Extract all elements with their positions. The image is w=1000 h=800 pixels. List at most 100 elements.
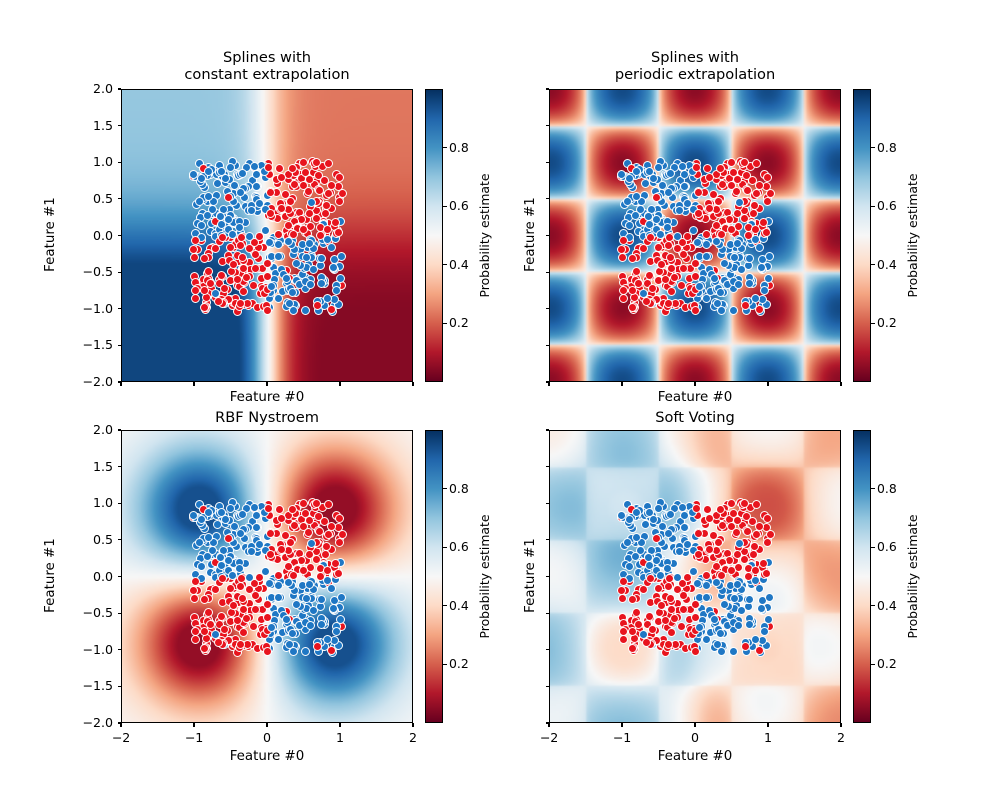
y-tick-label: −1.0	[82, 300, 113, 316]
scatter-point	[228, 230, 238, 240]
scatter-point	[288, 571, 298, 581]
scatter-point	[220, 283, 230, 293]
scatter-point	[314, 186, 324, 195]
colorbar	[425, 430, 443, 723]
y-tick-label: 1.0	[92, 154, 113, 170]
scatter-point	[309, 265, 319, 275]
scatter-point	[632, 192, 642, 202]
colorbar-gradient	[426, 90, 442, 381]
scatter-point	[701, 251, 711, 261]
scatter-point	[751, 294, 761, 304]
x-tickmark	[193, 382, 195, 386]
scatter-point	[285, 196, 295, 206]
scatter-point	[235, 223, 245, 233]
y-tick-label: −1.0	[82, 641, 113, 657]
scatter-point	[648, 174, 658, 184]
scatter-point	[302, 593, 312, 603]
scatter-point	[729, 168, 739, 178]
scatter-point	[632, 267, 642, 277]
scatter-point	[701, 581, 711, 591]
colorbar	[853, 89, 871, 382]
scatter-point	[733, 174, 743, 184]
y-tickmark	[545, 429, 549, 431]
scatter-point	[322, 225, 332, 235]
scatter-point	[202, 210, 212, 220]
y-tickmark	[545, 502, 549, 504]
colorbar-tick-label: 0.4	[877, 597, 897, 613]
scatter-point	[332, 286, 342, 296]
scatter-point	[665, 594, 675, 604]
colorbar-tick-label: 0.4	[449, 256, 469, 272]
scatter-point	[644, 507, 654, 517]
scatter-point	[715, 629, 725, 639]
scatter-point	[740, 301, 750, 311]
scatter-point	[336, 252, 346, 262]
x-tick-label: 2	[408, 730, 417, 745]
x-tick-label: −2	[111, 730, 131, 745]
y-tickmark	[545, 308, 549, 310]
scatter-point	[267, 622, 277, 632]
scatter-point	[719, 259, 729, 269]
colorbar-label: Probability estimate	[476, 173, 492, 297]
scatter-point	[758, 558, 768, 568]
y-tick-label: 1.0	[92, 495, 113, 511]
scatter-point	[755, 305, 765, 315]
scatter-point	[669, 613, 679, 623]
scatter-point	[301, 168, 311, 178]
scatter-point	[627, 302, 637, 312]
scatter-point	[333, 568, 343, 578]
scatter-point	[761, 227, 771, 237]
scatter-point	[251, 523, 261, 533]
scatter-point	[202, 551, 212, 561]
scatter-point	[209, 197, 219, 207]
scatter-point	[274, 229, 284, 239]
scatter-point	[641, 297, 651, 307]
scatter-point	[309, 606, 319, 616]
y-tickmark	[117, 649, 121, 651]
x-tickmark	[120, 723, 122, 727]
scatter-point	[656, 230, 666, 240]
scatter-point	[618, 593, 628, 603]
scatter-point	[233, 275, 243, 285]
scatter-point	[334, 514, 344, 524]
scatter-point	[764, 593, 774, 603]
scatter-point	[237, 253, 247, 263]
scatter-point	[739, 213, 749, 223]
colorbar-tick-label: 0.2	[449, 656, 469, 672]
scatter-point	[761, 568, 771, 578]
scatter-point	[735, 198, 745, 208]
y-tickmark	[117, 308, 121, 310]
scatter-point	[265, 238, 275, 248]
x-axis-label: Feature #0	[229, 390, 305, 405]
scatter-point	[690, 272, 700, 282]
scatter-point	[300, 305, 310, 315]
scatter-point	[627, 253, 637, 263]
scatter-point	[324, 158, 334, 168]
scatter-point	[241, 272, 251, 282]
x-tickmark	[621, 723, 623, 727]
scatter-point	[303, 528, 313, 538]
scatter-point	[305, 174, 315, 184]
colorbar	[425, 89, 443, 382]
x-tickmark	[621, 382, 623, 386]
scatter-point	[715, 288, 725, 298]
scatter-point	[752, 189, 762, 199]
scatter-point	[622, 538, 632, 548]
scatter-point	[628, 285, 638, 295]
scatter-point	[752, 158, 762, 168]
scatter-point	[730, 593, 740, 603]
colorbar-tickmark	[443, 205, 447, 207]
scatter-point	[327, 180, 337, 190]
scatter-point	[226, 162, 236, 172]
scatter-point	[266, 209, 276, 219]
scatter-point	[302, 252, 312, 262]
colorbar-tick-label: 0.6	[877, 539, 897, 555]
scatter-point	[679, 169, 689, 179]
scatter-point	[744, 253, 754, 263]
scatter-point	[287, 505, 297, 515]
scatter-point	[702, 229, 712, 239]
scatter-point	[307, 198, 317, 208]
scatter-point	[763, 538, 772, 548]
y-tickmark	[545, 198, 549, 200]
panel-title: RBF Nystroem	[215, 409, 319, 426]
